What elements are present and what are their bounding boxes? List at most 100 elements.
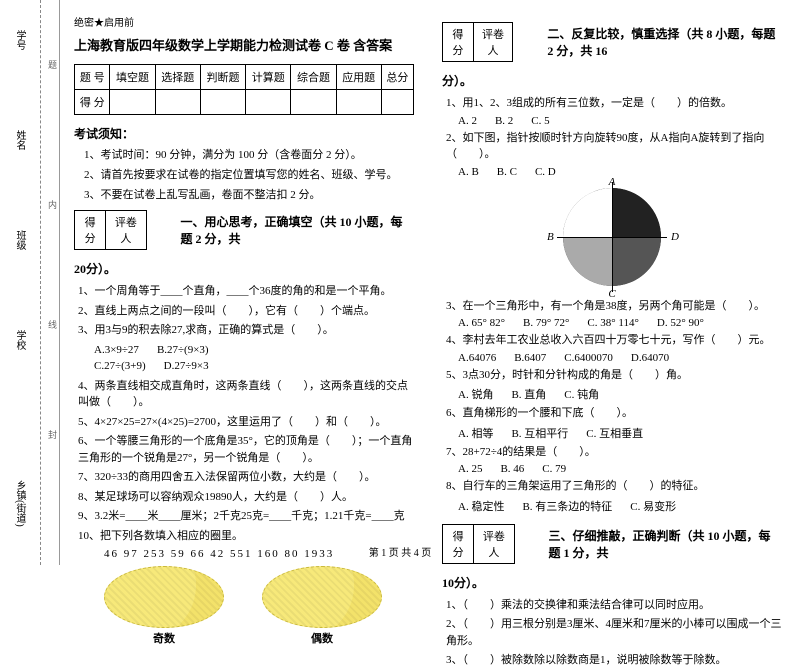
opt: C. 互相垂直 xyxy=(586,425,643,441)
question: 2、直线上两点之间的一段叫（ ），它有（ ）个端点。 xyxy=(78,303,414,320)
question: 6、一个等腰三角形的一个底角是35°，它的顶角是（ ）；一个直角三角形的一个锐角… xyxy=(78,433,414,466)
binding-hint: 内 xyxy=(46,200,59,209)
question: 5、3点30分，时针和分针构成的角是（ ）角。 xyxy=(446,367,782,384)
opt: A. 相等 xyxy=(458,425,493,441)
question-opts: A.64076 B.6407 C.6400070 D.64070 xyxy=(458,352,782,364)
score-box: 得分 评卷人 一、用心思考，正确填空（共 10 小题，每题 2 分，共 xyxy=(74,210,414,250)
cell xyxy=(246,90,291,115)
compass-label-a: A xyxy=(609,176,616,188)
opt: B.6407 xyxy=(514,352,546,364)
opt: C. 79 xyxy=(542,463,566,475)
binding-field-name: 姓名 xyxy=(12,130,27,150)
question-opts: A. B B. C C. D xyxy=(458,166,782,178)
question: 3、用3与9的积去除27,求商，正确的算式是（ ）。 xyxy=(78,322,414,339)
left-column: 绝密★启用前 上海教育版四年级数学上学期能力检测试卷 C 卷 含答案 题 号 填… xyxy=(74,14,414,559)
compass-quad xyxy=(612,188,661,237)
opt: D. 52° 90° xyxy=(657,317,704,329)
opt: C.6400070 xyxy=(564,352,613,364)
score-table: 题 号 填空题 选择题 判断题 计算题 综合题 应用题 总分 得 分 xyxy=(74,64,414,115)
opt: B. 直角 xyxy=(511,386,546,402)
th: 题 号 xyxy=(75,65,110,90)
binding-column: 学号 姓名 班级 学校 乡镇(街道) 题 内 线 封 xyxy=(0,0,60,565)
compass-quad xyxy=(612,237,661,286)
th: 总分 xyxy=(381,65,413,90)
question: 3、（ ）被除数除以除数商是1，说明被除数等于除数。 xyxy=(446,652,782,669)
question-opts: A. 稳定性 B. 有三条边的特征 C. 易变形 xyxy=(458,498,782,514)
binding-field-class: 班级 xyxy=(12,230,27,250)
question: 1、（ ）乘法的交换律和乘法结合律可以同时应用。 xyxy=(446,597,782,614)
cell xyxy=(155,90,200,115)
question-opts: A. 相等 B. 互相平行 C. 互相垂直 xyxy=(458,425,782,441)
score-cell: 得分 xyxy=(442,22,474,62)
question: 9、3.2米=____米____厘米；2千克25克=____千克；1.21千克=… xyxy=(78,508,414,525)
binding-field-town: 乡镇(街道) xyxy=(12,480,27,527)
opt: A.3×9÷27 xyxy=(94,342,139,359)
notice-item: 3、不要在试卷上乱写乱画，卷面不整洁扣 2 分。 xyxy=(84,186,414,202)
question-opts: A. 65° 82° B. 79° 72° C. 38° 114° D. 52°… xyxy=(458,317,782,329)
opt: A.64076 xyxy=(458,352,496,364)
opt: B. 互相平行 xyxy=(511,425,568,441)
grader-cell: 评卷人 xyxy=(106,210,146,250)
compass-quad xyxy=(563,237,612,286)
question: 8、自行车的三角架运用了三角形的（ ）的特征。 xyxy=(446,478,782,495)
question: 8、某足球场可以容纳观众19890人，大约是（ ）人。 xyxy=(78,489,414,506)
question: 1、一个周角等于____个直角，____个36度的角的和是一个平角。 xyxy=(78,283,414,300)
right-column: 得分 评卷人 二、反复比较，慎重选择（共 8 小题，每题 2 分，共 16 分）… xyxy=(442,14,782,559)
compass-figure: A B C D xyxy=(557,182,667,292)
ovals-row: 奇数 偶数 xyxy=(104,566,414,646)
secret-label: 绝密★启用前 xyxy=(74,14,414,29)
oval-label: 奇数 xyxy=(104,630,224,646)
compass-axis xyxy=(612,182,613,292)
table-row: 题 号 填空题 选择题 判断题 计算题 综合题 应用题 总分 xyxy=(75,65,414,90)
compass-label-d: D xyxy=(671,231,679,243)
oval-group: 偶数 xyxy=(262,566,382,646)
section2-title: 二、反复比较，慎重选择（共 8 小题，每题 2 分，共 16 xyxy=(547,25,782,59)
score-cell: 得分 xyxy=(74,210,106,250)
compass-quad xyxy=(563,188,612,237)
question: 7、320÷33的商用四舍五入法保留两位小数，大约是（ ）。 xyxy=(78,469,414,486)
question: 5、4×27×25=27×(4×25)=2700，这里运用了（ ）和（ ）。 xyxy=(78,414,414,431)
content-columns: 绝密★启用前 上海教育版四年级数学上学期能力检测试卷 C 卷 含答案 题 号 填… xyxy=(60,0,800,565)
row-label: 得 分 xyxy=(75,90,110,115)
th: 选择题 xyxy=(155,65,200,90)
question: 10、把下列各数填入相应的圈里。 xyxy=(78,528,414,545)
notice-item: 1、考试时间：90 分钟，满分为 100 分（含卷面分 2 分）。 xyxy=(84,146,414,162)
binding-hint: 线 xyxy=(46,320,59,329)
cell xyxy=(336,90,381,115)
binding-hint: 题 xyxy=(46,60,59,69)
question-opts: A.3×9÷27 B.27÷(9×3) C.27÷(3+9) D.27÷9×3 xyxy=(78,342,414,375)
oval-group: 奇数 xyxy=(104,566,224,646)
question: 4、李村去年工农业总收入六百四十万零七十元，写作（ ）元。 xyxy=(446,332,782,349)
question-opts: A. 25 B. 46 C. 79 xyxy=(458,463,782,475)
opt: A. 2 xyxy=(458,115,477,127)
exam-title: 上海教育版四年级数学上学期能力检测试卷 C 卷 含答案 xyxy=(74,35,414,54)
even-oval xyxy=(262,566,382,628)
question: 7、28+72÷4的结果是（ ）。 xyxy=(446,444,782,461)
opt: D.27÷9×3 xyxy=(164,358,209,375)
page-footer: 第 1 页 共 4 页 xyxy=(0,544,800,559)
binding-dash-line xyxy=(40,0,41,565)
binding-hint: 封 xyxy=(46,430,59,439)
section3-points: 10分）。 xyxy=(442,574,782,591)
score-box: 得分 评卷人 二、反复比较，慎重选择（共 8 小题，每题 2 分，共 16 xyxy=(442,22,782,62)
th: 填空题 xyxy=(110,65,155,90)
question: 1、用1、2、3组成的所有三位数，一定是（ ）的倍数。 xyxy=(446,95,782,112)
section1-points: 20分）。 xyxy=(74,260,414,277)
opt: A. 稳定性 xyxy=(458,498,504,514)
table-row: 得 分 xyxy=(75,90,414,115)
opt: C. 易变形 xyxy=(630,498,676,514)
opt: C.27÷(3+9) xyxy=(94,358,146,375)
compass-label-b: B xyxy=(547,231,554,243)
opt: C. 钝角 xyxy=(564,386,599,402)
opt: B. 46 xyxy=(500,463,524,475)
binding-field-id: 学号 xyxy=(12,30,27,50)
oval-label: 偶数 xyxy=(262,630,382,646)
question: 6、直角梯形的一个腰和下底（ ）。 xyxy=(446,405,782,422)
opt: A. 25 xyxy=(458,463,482,475)
opt: C. 5 xyxy=(531,115,549,127)
question-opts: A. 2 B. 2 C. 5 xyxy=(458,115,782,127)
question: 3、在一个三角形中，有一个角是38度，另两个角可能是（ ）。 xyxy=(446,298,782,315)
section1-title: 一、用心思考，正确填空（共 10 小题，每题 2 分，共 xyxy=(181,213,414,247)
opt: B. C xyxy=(497,166,517,178)
cell xyxy=(110,90,155,115)
